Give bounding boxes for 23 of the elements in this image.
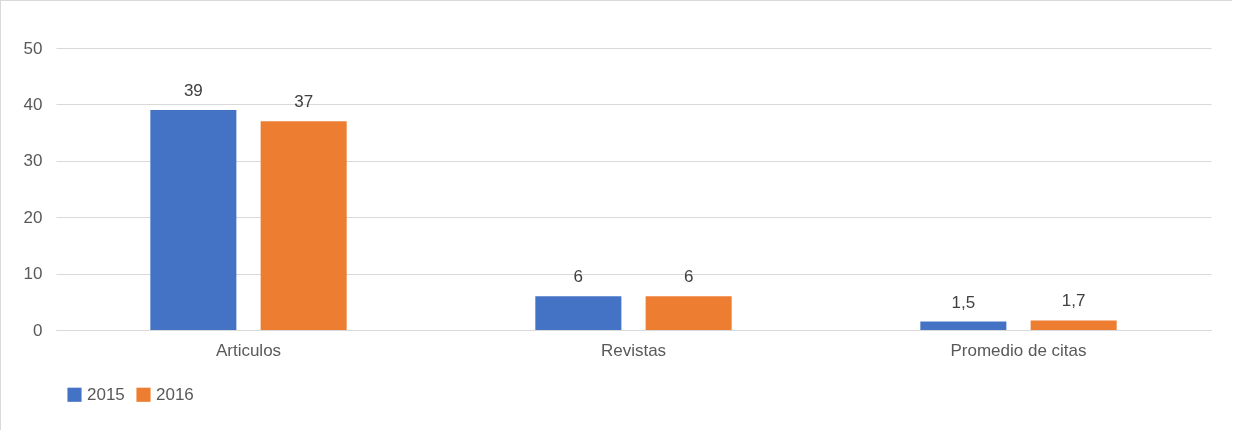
bar [150,110,237,330]
x-tick-label: Revistas [600,340,667,360]
data-label: 6 [573,267,584,287]
bar [1030,320,1117,330]
data-label: 1,5 [951,292,976,312]
y-tick-label: 30 [23,151,43,171]
y-tick-label: 20 [23,207,43,227]
y-tick-label: 40 [23,94,43,114]
y-tick-label: 0 [33,320,43,340]
legend-label: 2016 [156,384,194,404]
bar [260,121,347,330]
legend-label: 2015 [87,384,125,404]
data-label: 1,7 [1061,291,1086,311]
bar [535,296,622,330]
x-tick-label: Promedio de citas [950,340,1087,360]
data-label: 39 [183,81,203,101]
y-tick-label: 10 [23,264,43,284]
data-label: 37 [294,92,314,112]
data-label: 6 [683,267,694,287]
x-tick-label: Articulos [215,340,282,360]
bar [645,296,732,330]
y-tick-label: 50 [23,38,43,58]
bar [920,321,1007,330]
